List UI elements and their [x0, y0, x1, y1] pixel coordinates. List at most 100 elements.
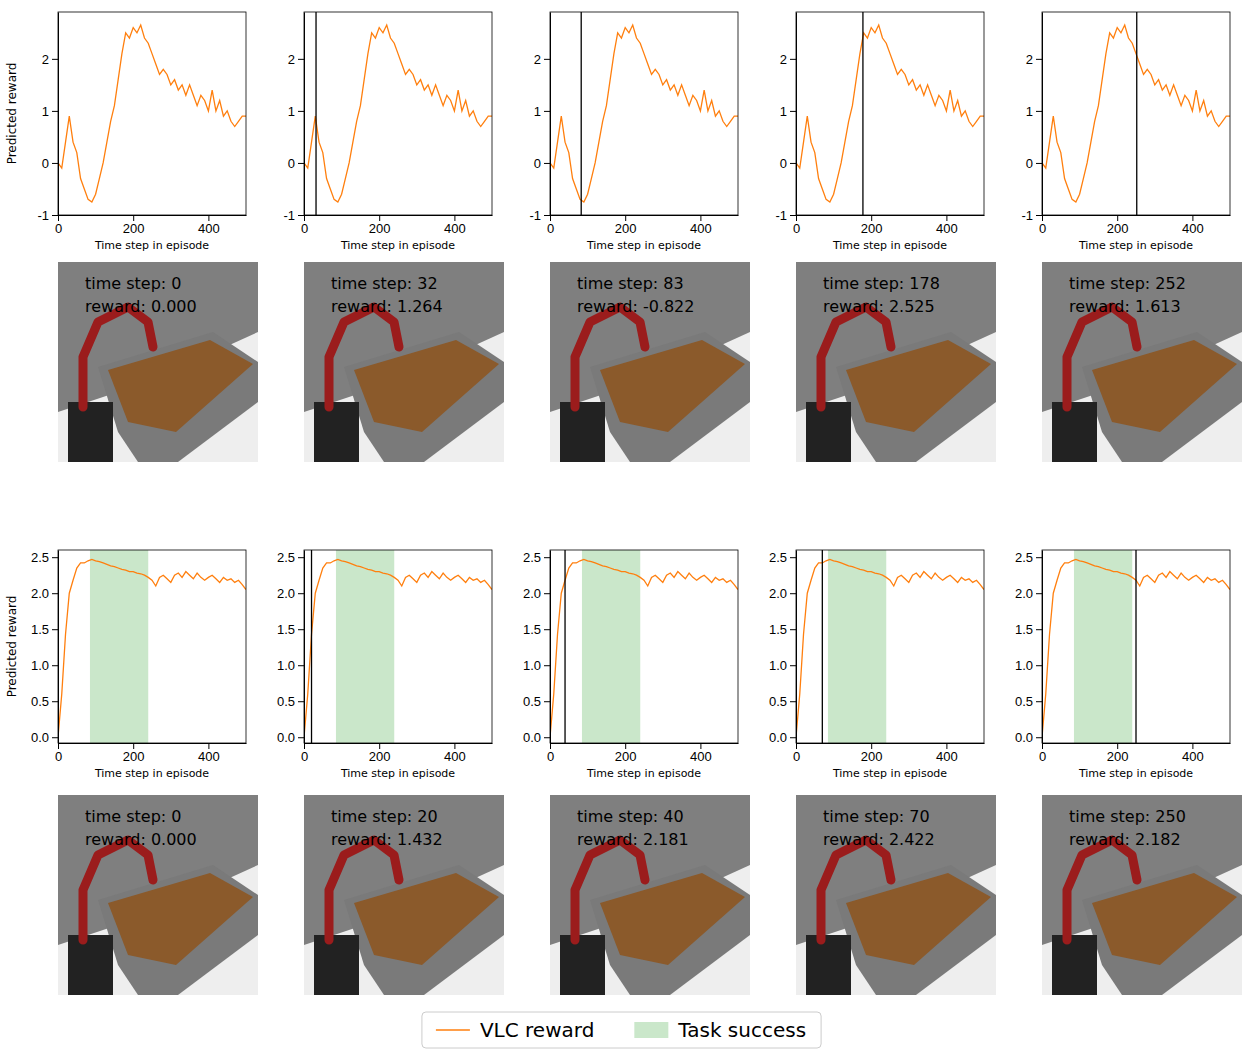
table-top	[846, 873, 991, 965]
y-tick: 1.5	[277, 622, 304, 637]
x-tick: 400	[198, 215, 220, 236]
x-tick-label: 200	[369, 221, 391, 236]
x-tick-label: 400	[1182, 221, 1204, 236]
y-tick-mark	[1036, 111, 1042, 112]
scene	[796, 262, 996, 462]
scene	[304, 795, 504, 995]
table-top	[108, 340, 253, 432]
table-top	[600, 340, 745, 432]
x-tick-mark	[700, 743, 701, 749]
x-tick: 0	[1039, 215, 1046, 236]
y-tick-label: 2.5	[1015, 550, 1033, 565]
y-tick-label: 0.5	[1015, 694, 1033, 709]
frame-label: time step: 178	[823, 274, 940, 293]
camera-frame: time step: 0reward: 0.000	[58, 262, 258, 462]
time-marker	[581, 12, 582, 215]
x-tick-mark	[946, 215, 947, 221]
reward-line	[58, 25, 246, 202]
time-marker	[1136, 12, 1137, 215]
y-tick: 2	[534, 52, 550, 67]
y-tick-mark	[1036, 215, 1042, 216]
task-success-band	[1074, 550, 1132, 743]
frame-label: time step: 32	[331, 274, 438, 293]
camera-frame: time step: 178 reward: 2.525	[796, 262, 996, 462]
reward-line	[1042, 25, 1230, 202]
y-tick-mark	[1036, 593, 1042, 594]
floor	[1042, 795, 1242, 995]
frame-label: reward: 2.181	[577, 830, 689, 849]
y-tick: 2	[780, 52, 796, 67]
y-tick: 0.0	[277, 730, 304, 745]
legend-line-swatch	[436, 1029, 470, 1031]
floor	[304, 262, 504, 462]
frame-label: reward: 1.432	[331, 830, 443, 849]
robot-arm	[329, 307, 399, 407]
x-tick: 400	[690, 743, 712, 764]
table-top	[1092, 340, 1237, 432]
x-tick-mark	[454, 215, 455, 221]
x-tick-mark	[304, 743, 305, 749]
y-tick-label: 1	[780, 104, 787, 119]
y-tick-label: 0.0	[1015, 730, 1033, 745]
y-tick-mark	[1036, 701, 1042, 702]
y-tick-mark	[298, 111, 304, 112]
y-tick: 0.5	[523, 694, 550, 709]
x-tick: 400	[444, 215, 466, 236]
table-top	[1092, 873, 1237, 965]
x-axis-line	[1043, 743, 1231, 744]
y-axis-title: Predicted reward	[5, 63, 19, 165]
y-tick-label: 0	[288, 156, 295, 171]
y-tick-label: 0.5	[769, 694, 787, 709]
x-tick: 0	[1039, 743, 1046, 764]
y-tick-mark	[544, 215, 550, 216]
scene	[304, 262, 504, 462]
y-axis: -1012	[37, 13, 58, 223]
reward-line	[796, 25, 984, 202]
y-axis: -1012	[529, 13, 550, 223]
y-tick-label: 2.5	[31, 550, 49, 565]
y-tick: 1	[1026, 104, 1042, 119]
y-axis: -1012	[1021, 13, 1042, 223]
y-tick-mark	[298, 163, 304, 164]
robot-base	[314, 402, 359, 462]
plot-frame	[1042, 12, 1230, 215]
scene	[550, 262, 750, 462]
time-marker	[1135, 550, 1136, 743]
table-frame	[344, 332, 504, 462]
frame-label: time step: 250	[1069, 807, 1186, 826]
y-tick-label: 2.0	[523, 586, 541, 601]
y-tick-mark	[298, 701, 304, 702]
y-tick: 2.0	[1015, 586, 1042, 601]
y-tick: -1	[775, 208, 796, 223]
y-tick: 1	[780, 104, 796, 119]
x-tick-mark	[379, 215, 380, 221]
plot-frame	[550, 12, 738, 215]
time-marker	[315, 12, 316, 215]
x-tick-label: 200	[615, 749, 637, 764]
x-axis-title: Time step in episode	[1078, 767, 1193, 780]
y-tick-mark	[298, 593, 304, 594]
y-tick-label: 2	[780, 52, 787, 67]
y-axis-line	[304, 551, 305, 744]
x-tick-mark	[871, 215, 872, 221]
x-tick-label: 0	[793, 221, 800, 236]
frame-label: reward: 2.525	[823, 297, 935, 316]
x-tick: 400	[690, 215, 712, 236]
robot-arm	[575, 307, 645, 407]
y-tick-mark	[544, 163, 550, 164]
x-tick-mark	[58, 743, 59, 749]
legend-box	[422, 1012, 821, 1048]
frame-label: reward: 1.613	[1069, 297, 1181, 316]
y-axis: 0.00.51.01.52.02.5	[1015, 550, 1043, 745]
x-axis-title: Time step in episode	[586, 767, 701, 780]
robot-arm	[83, 307, 153, 407]
y-tick: 2.5	[277, 550, 304, 565]
floor	[550, 795, 750, 995]
y-tick: -1	[529, 208, 550, 223]
floor	[304, 795, 504, 995]
y-tick-label: 1.5	[523, 622, 541, 637]
task-success-band	[828, 550, 886, 743]
x-tick-mark	[871, 743, 872, 749]
x-axis-line	[305, 215, 493, 216]
table-frame	[836, 865, 996, 995]
